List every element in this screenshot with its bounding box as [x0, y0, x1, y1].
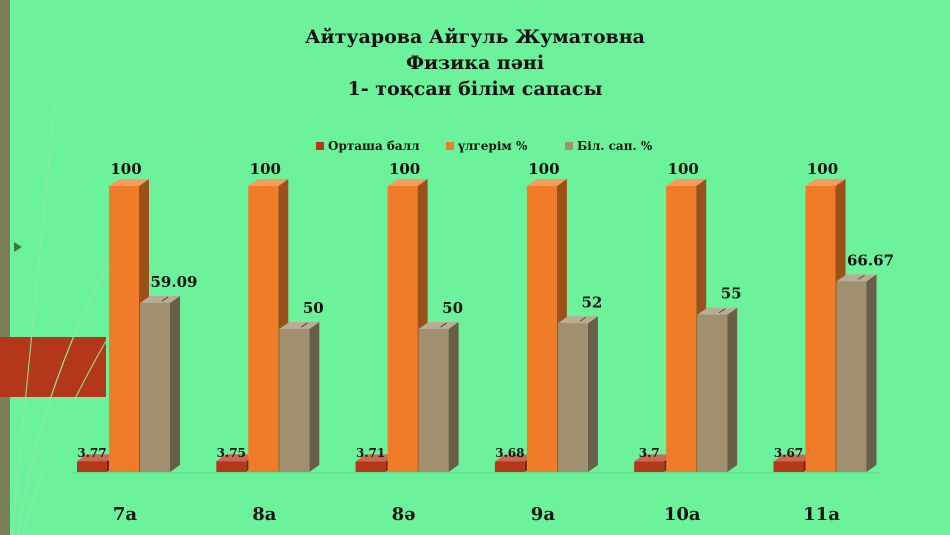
category-label: 7а [113, 504, 138, 525]
leader-line [718, 308, 726, 314]
leader-line [301, 322, 308, 328]
data-label: 3.68 [495, 446, 524, 460]
category-label: 8а [252, 504, 277, 525]
bar [697, 314, 728, 472]
legend-swatch [316, 142, 324, 150]
bar-top [836, 274, 877, 282]
bar-side [170, 296, 180, 472]
legend-swatch [446, 142, 454, 150]
bar-side [448, 322, 459, 472]
category-labels: 7а 8а 8ә 9а 10а 11а [113, 504, 840, 525]
chart-title-line-3: 1- тоқсан білім сапасы [347, 78, 603, 100]
category-label: 11а [803, 504, 840, 525]
data-label: 3.75 [217, 446, 246, 460]
bar-top [557, 316, 598, 324]
bar [666, 186, 697, 472]
bar [216, 461, 247, 472]
chart-title-line-1: Айтуарова Айгуль Жуматовна [305, 26, 645, 48]
data-label: 100 [389, 160, 420, 178]
arrow-icon [14, 242, 22, 252]
bar-top [279, 322, 320, 329]
data-label: 55 [721, 285, 742, 303]
bar [773, 461, 804, 472]
leader-line [440, 322, 447, 328]
bar-top [526, 179, 567, 186]
legend-label: үлгерім % [457, 139, 528, 153]
bar-top [248, 179, 289, 186]
bar [494, 461, 525, 472]
bar-side [727, 307, 738, 472]
bar [248, 186, 279, 472]
data-label: 3.77 [77, 446, 106, 460]
data-label: 66.67 [847, 251, 894, 269]
category-label: 9а [531, 504, 556, 525]
bar [836, 281, 867, 472]
bar-side [309, 322, 320, 472]
bar [140, 303, 170, 472]
bar-top [805, 179, 846, 186]
bar-side [866, 274, 877, 472]
chart-title-line-2: Физика пәні [405, 52, 545, 74]
legend-label: Орташа балл [328, 139, 420, 153]
left-decor-strip [0, 0, 10, 535]
bar-top [216, 454, 257, 462]
data-label: 3.71 [356, 446, 385, 460]
bar-side [587, 316, 598, 472]
red-decor-tab [0, 337, 106, 397]
bar [279, 329, 310, 472]
data-label: 3.7 [639, 446, 660, 460]
leader-line [858, 274, 865, 280]
data-label: 50 [303, 299, 324, 317]
leader-line [161, 296, 169, 302]
decor-curve [17, 109, 231, 535]
bar-top [387, 179, 428, 186]
leader-line [579, 316, 587, 322]
data-label: 52 [581, 293, 602, 311]
bar [77, 461, 107, 472]
bar-top [140, 296, 180, 304]
bar-top [697, 307, 738, 315]
category-label: 8ә [392, 504, 416, 525]
decor-curve [11, 99, 56, 535]
bar-top [418, 322, 459, 329]
bar-top [634, 454, 675, 462]
data-label: 100 [668, 160, 699, 178]
data-labels: 3.77 100 59.09 3.75 100 50 3.71 100 50 3.68 100 52 3… [77, 160, 894, 460]
bar [387, 186, 418, 472]
legend-swatch [565, 142, 573, 150]
data-label: 100 [110, 160, 141, 178]
bar [557, 323, 588, 472]
data-label: 3.67 [774, 446, 803, 460]
bar-top [109, 179, 149, 186]
legend: Орташа балл үлгерім % Біл. сап. % [316, 139, 653, 153]
bar [109, 186, 139, 472]
bar-top [666, 179, 707, 186]
bar [355, 461, 386, 472]
bar [418, 329, 449, 472]
data-label: 100 [250, 160, 281, 178]
bar [634, 461, 665, 472]
bars [72, 179, 880, 474]
data-label: 50 [442, 299, 463, 317]
category-label: 10а [664, 504, 701, 525]
bar-top [494, 454, 535, 462]
bar-top [355, 454, 396, 462]
data-label: 100 [528, 160, 559, 178]
bar-top [77, 454, 117, 462]
bar-top [773, 454, 814, 462]
data-label: 100 [807, 160, 838, 178]
bar [805, 186, 836, 472]
legend-label: Біл. сап. % [577, 139, 653, 153]
data-label: 59.09 [151, 273, 198, 291]
bar [526, 186, 557, 472]
